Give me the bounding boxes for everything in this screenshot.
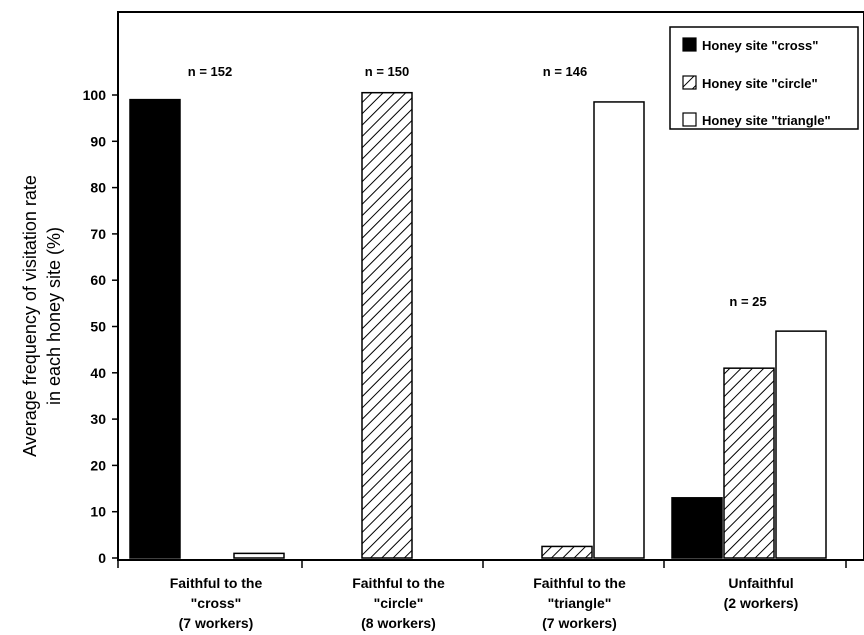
y-tick-label-3: 30 [90,411,106,427]
bar-s0-c3 [671,497,723,559]
category-label-1-1: "circle" [374,595,424,611]
y-tick-label-10: 100 [83,87,107,103]
category-label-3-0: Unfaithful [728,575,793,591]
y-axis: 0 10 20 30 40 50 60 70 80 90 100 [83,87,118,566]
bar-s2-c2 [593,101,645,559]
y-tick-label-8: 80 [90,180,106,196]
bar-s2-c3 [775,330,827,559]
sample-size-label-3: n = 25 [729,294,766,309]
category-label-0-0: Faithful to the [170,575,263,591]
category-label-0-2: (7 workers) [179,615,254,631]
y-axis-label: Average frequency of visitation rate in e… [20,175,64,457]
category-label-3-1: (2 workers) [724,595,799,611]
legend: Honey site "cross" Honey site "circle" Hon… [669,26,859,130]
category-label-2-2: (7 workers) [542,615,617,631]
category-label-2-1: "triangle" [548,595,612,611]
legend-swatch-1 [682,75,697,90]
category-label-2-0: Faithful to the [533,575,626,591]
y-tick-label-5: 50 [90,319,106,335]
bar-s0-c0 [129,98,181,559]
category-label-0-1: "cross" [191,595,242,611]
y-tick-label-6: 60 [90,272,106,288]
sample-size-label-1: n = 150 [365,64,409,79]
y-tick-label-1: 10 [90,504,106,520]
legend-label-2: Honey site "triangle" [702,113,831,128]
y-tick-label-0: 0 [98,550,106,566]
legend-swatch-2 [682,112,697,127]
sample-size-label-0: n = 152 [188,64,232,79]
category-label-1-0: Faithful to the [352,575,445,591]
plot-frame [117,11,864,561]
legend-label-1: Honey site "circle" [702,76,818,91]
y-tick-label-2: 20 [90,457,106,473]
bar-s1-c3 [723,367,775,559]
y-tick-label-9: 90 [90,133,106,149]
legend-box [669,26,859,130]
y-axis-label-line-0: Average frequency of visitation rate [20,175,40,457]
bar-s1-c2 [541,545,593,559]
y-axis-label-line-1: in each honey site (%) [44,227,64,405]
sample-size-labels: n = 152 n = 150 n = 146 n = 25 [188,64,767,309]
category-label-1-2: (8 workers) [361,615,436,631]
bar-s2-c0 [233,552,285,559]
x-axis: Faithful to the "cross" (7 workers) Faithfu… [117,560,847,631]
bars [129,91,827,559]
legend-swatch-0 [682,37,697,52]
legend-label-0: Honey site "cross" [702,38,818,53]
y-tick-label-4: 40 [90,365,106,381]
sample-size-label-2: n = 146 [543,64,587,79]
y-tick-label-7: 70 [90,226,106,242]
bar-s1-c1 [361,91,413,559]
